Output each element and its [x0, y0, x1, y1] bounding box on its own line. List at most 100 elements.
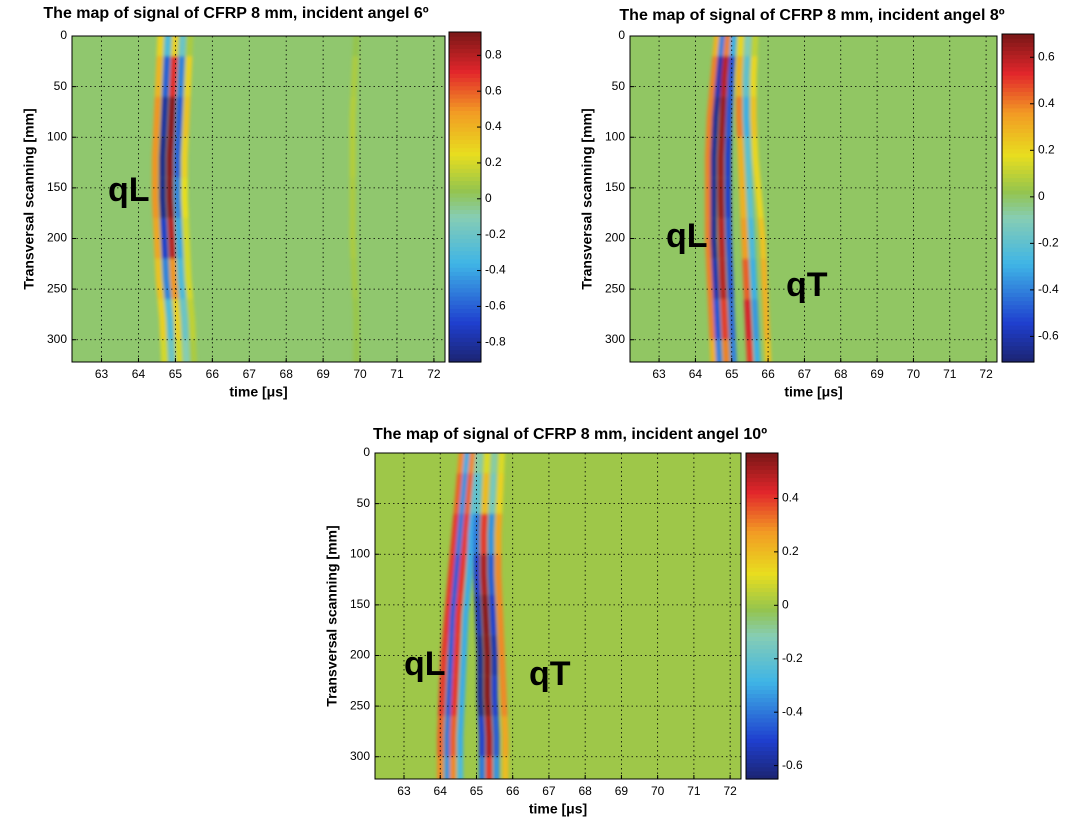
colorbar-tick-label: -0.2: [782, 651, 803, 665]
x-axis-label: time [μs]: [529, 801, 587, 817]
ridge-cell: [442, 594, 453, 636]
ridge-cell: [160, 96, 169, 138]
x-tick-label: 70: [651, 784, 665, 798]
annotation: qT: [786, 266, 828, 304]
colorbar-tick-label: -0.2: [485, 227, 506, 241]
ridge-cell: [352, 36, 360, 57]
colorbar-tick-label: -0.4: [485, 263, 506, 277]
ridge-cell: [743, 96, 751, 138]
ridge-cell: [744, 36, 752, 57]
ridge-cell: [186, 36, 194, 57]
ridge-cell: [711, 96, 721, 138]
ridge-cell: [162, 56, 171, 97]
colorbar-tick-label: 0.8: [485, 47, 502, 61]
ridge-cell: [151, 137, 160, 178]
y-tick-label: 150: [47, 180, 67, 194]
colorbar-tick-label: -0.8: [485, 334, 506, 348]
ridge-cell: [159, 177, 167, 219]
ridge-cell: [182, 96, 191, 138]
ridge-cell: [744, 299, 753, 340]
ridge-cell: [736, 137, 745, 178]
colorbar-tick-label: -0.6: [485, 299, 506, 313]
ridge-cell: [736, 36, 744, 57]
annotation: qL: [666, 217, 708, 255]
ridge-cell: [757, 218, 767, 259]
x-tick-label: 71: [687, 784, 701, 798]
ridge-cell: [457, 716, 465, 757]
ridge-cell: [166, 177, 174, 219]
axes-frame: [374, 452, 742, 780]
ridge-cell: [167, 96, 176, 138]
ridge-cell: [711, 258, 720, 300]
ridge-cell: [722, 339, 730, 362]
x-tick-label: 72: [427, 367, 441, 381]
ridge-cell: [349, 218, 357, 259]
x-tick-label: 66: [506, 784, 520, 798]
ridge-cell: [473, 554, 481, 595]
ridge-cell: [705, 96, 715, 138]
colorbar-tick-label: -0.6: [782, 758, 803, 772]
ridge-cell: [349, 96, 357, 138]
x-tick-label: 67: [243, 367, 257, 381]
ridge-cell: [439, 635, 449, 676]
colorbar-tick-label: 0.4: [782, 491, 799, 505]
ridge-cell: [477, 716, 485, 757]
colorbar: -0.8 -0.6 -0.4 -0.2 0 0.2 0.4 0.6 0.8: [448, 31, 506, 363]
ridge-cell: [448, 594, 458, 636]
ridge-cell: [750, 56, 758, 97]
ridge-cell: [174, 137, 182, 178]
ridge-cell: [162, 258, 172, 300]
ridge-cell: [152, 96, 162, 138]
ridge-cell: [189, 339, 198, 362]
ridge-cell: [164, 299, 174, 340]
y-tick-label: 250: [605, 281, 625, 295]
plot-area: [72, 36, 445, 362]
x-tick-label: 65: [470, 784, 484, 798]
annotation: qT: [529, 655, 571, 693]
colorbar-tick-label: -0.2: [1038, 236, 1059, 250]
y-tick-label: 300: [47, 332, 67, 346]
ridge-cell: [167, 339, 175, 362]
ridge-cell: [460, 513, 471, 555]
y-tick-label: 0: [60, 28, 67, 42]
ridge-cell: [181, 177, 189, 219]
x-tick-label: 64: [689, 367, 703, 381]
ridge-cell: [182, 339, 190, 362]
y-tick-label: 100: [605, 129, 625, 143]
colorbar-tick-label: 0: [1038, 189, 1045, 203]
y-tick-label: 200: [47, 231, 67, 245]
x-axis-label: time [μs]: [784, 384, 842, 400]
x-tick-label: 68: [280, 367, 294, 381]
y-tick-label: 50: [612, 79, 626, 93]
ridge-cell: [492, 716, 500, 757]
y-tick-label: 50: [54, 79, 68, 93]
colorbar-tick-label: 0: [782, 597, 789, 611]
y-tick-label: 100: [350, 546, 370, 560]
ridge-cell: [171, 36, 179, 57]
ridge-cell: [501, 716, 509, 757]
ridge-cell: [753, 339, 761, 362]
ridge-cell: [488, 473, 497, 514]
ridge-cell: [172, 299, 182, 340]
x-tick-label: 63: [95, 367, 109, 381]
ridge-cell: [349, 137, 356, 178]
x-tick-label: 65: [725, 367, 739, 381]
ridge-cell: [480, 513, 488, 555]
ridge-cell: [493, 756, 500, 779]
ridge-cell: [486, 756, 493, 779]
ridge-cell: [154, 56, 163, 97]
ridge-cell: [718, 218, 726, 259]
ridge-cell: [497, 453, 505, 474]
ridge-cell: [476, 453, 484, 474]
colorbar-tick-label: -0.6: [1038, 329, 1059, 343]
ridge-cell: [349, 177, 356, 219]
ridge-cell: [735, 96, 744, 138]
chart-title: The map of signal of CFRP 8 mm, incident…: [373, 426, 767, 443]
ridge-cell: [464, 554, 474, 595]
colorbar: -0.6 -0.4 -0.2 0 0.2 0.4: [745, 452, 803, 780]
ridge-cell: [751, 137, 761, 178]
ridge-cell: [709, 339, 717, 362]
x-tick-label: 63: [652, 367, 666, 381]
ridge-cell: [160, 339, 168, 362]
ridge-cell: [502, 756, 509, 779]
